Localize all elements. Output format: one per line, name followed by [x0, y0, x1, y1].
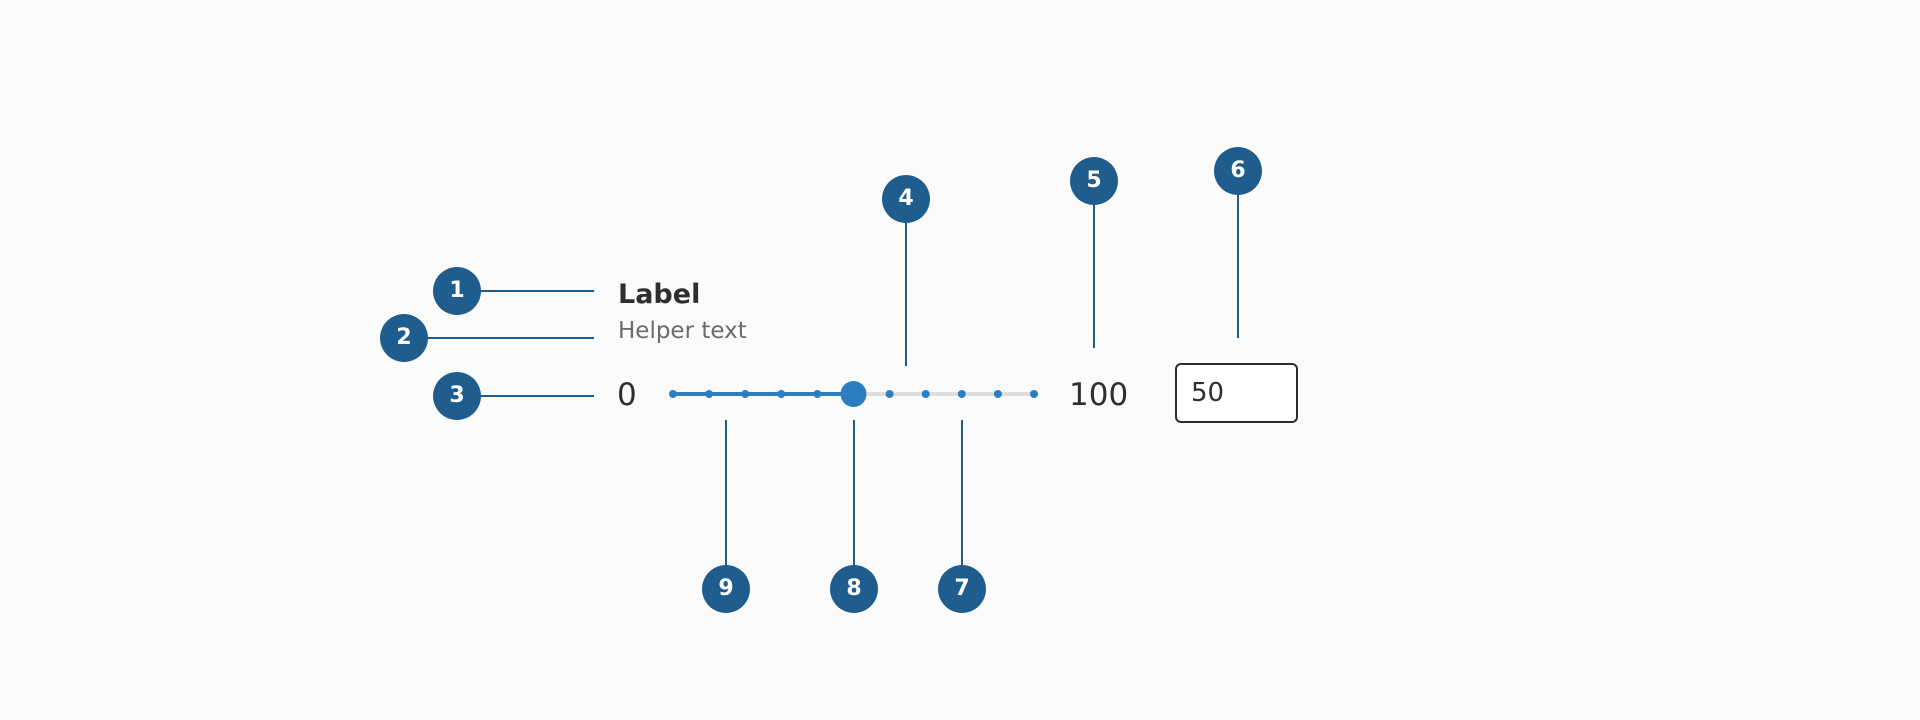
callout-marker-9: 9 — [702, 565, 750, 613]
slider-tick — [993, 390, 1002, 398]
slider-tick — [957, 390, 966, 398]
callout-marker-2: 2 — [380, 314, 428, 362]
callout-marker-3: 3 — [433, 372, 481, 420]
slider-max-label: 100 — [1069, 377, 1129, 413]
slider-thumb[interactable] — [840, 381, 867, 407]
slider-tick — [1030, 390, 1038, 398]
callout-marker-1: 1 — [433, 267, 481, 315]
slider-tick — [921, 390, 930, 398]
slider-tick — [705, 390, 714, 398]
callout-marker-8: 8 — [830, 565, 878, 613]
slider-tick — [813, 390, 822, 398]
slider-ticks — [669, 390, 1038, 398]
slider-track[interactable] — [669, 381, 1038, 407]
callout-marker-5: 5 — [1070, 157, 1118, 205]
slider-value-input[interactable] — [1175, 363, 1298, 423]
callout-marker-6: 6 — [1214, 147, 1262, 195]
slider-tick — [741, 390, 750, 398]
callout-marker-7: 7 — [938, 565, 986, 613]
callout-marker-4: 4 — [882, 175, 930, 223]
slider-tick — [669, 390, 677, 398]
slider-helper-text: Helper text — [618, 318, 747, 344]
slider-tick — [885, 390, 894, 398]
slider-tick — [777, 390, 786, 398]
slider-label: Label — [618, 279, 701, 310]
slider-min-label: 0 — [617, 377, 637, 413]
